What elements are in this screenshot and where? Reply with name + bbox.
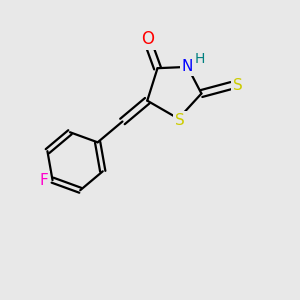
Text: F: F xyxy=(40,173,49,188)
Text: O: O xyxy=(141,30,154,48)
Text: H: H xyxy=(195,52,205,66)
Text: S: S xyxy=(233,78,243,93)
Text: S: S xyxy=(175,112,185,128)
Text: N: N xyxy=(182,59,193,74)
